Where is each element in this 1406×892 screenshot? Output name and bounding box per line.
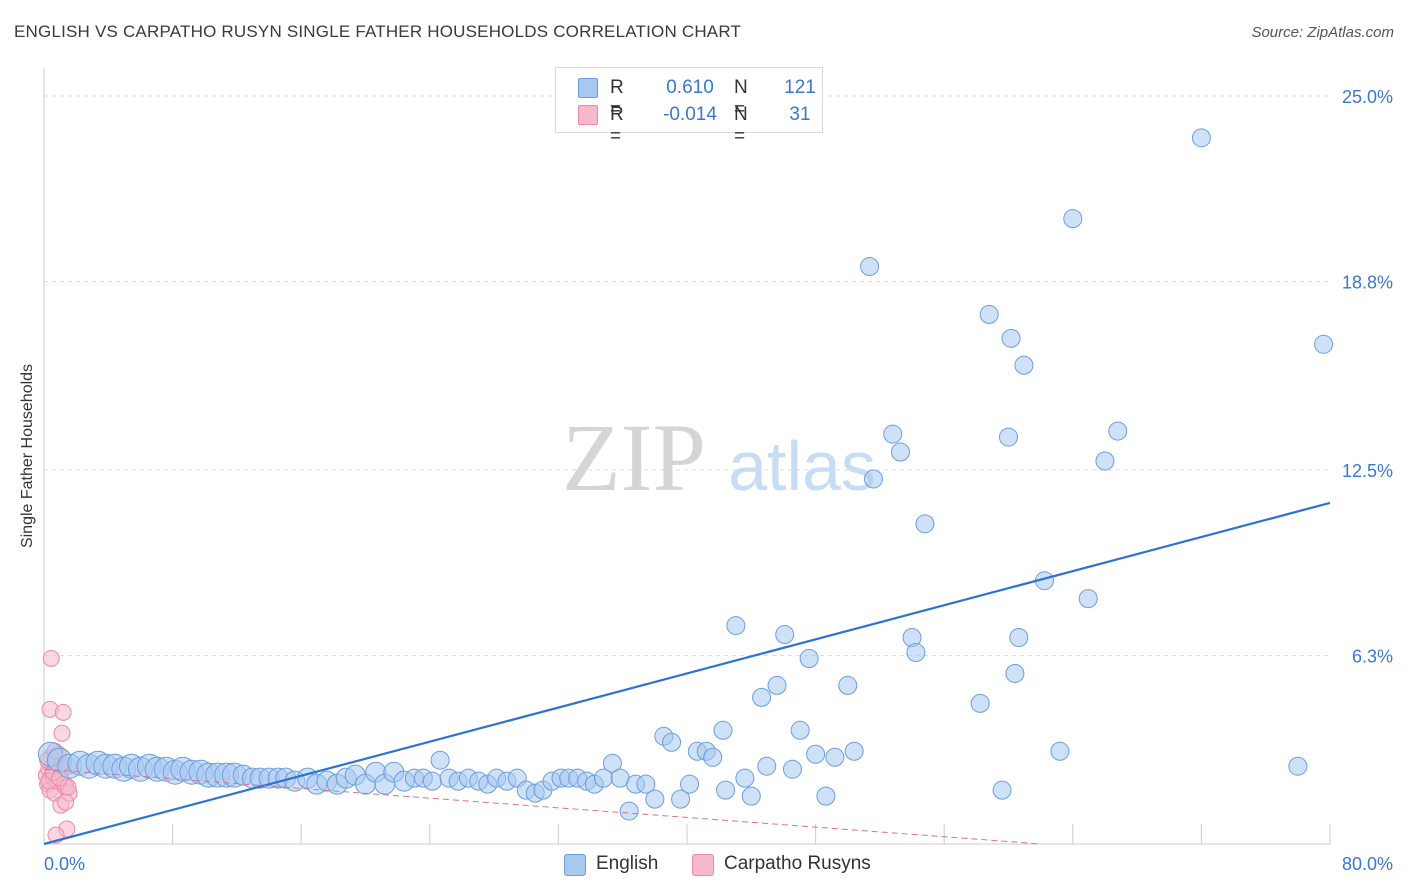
english-point (1014, 355, 1034, 375)
english-points (37, 128, 1334, 821)
carpatho-point (42, 649, 60, 667)
english-point (662, 732, 682, 752)
carpatho-n-label: N = (734, 104, 748, 147)
legend-carpatho-swatch (692, 854, 714, 876)
english-point (782, 759, 802, 779)
english-point (1108, 421, 1128, 441)
english-point (863, 469, 883, 489)
legend-english-swatch (564, 854, 586, 876)
english-point (703, 747, 723, 767)
english-point (741, 786, 761, 806)
carpatho-swatch (578, 105, 598, 125)
stats-box: R = 0.610 N = 121 R = -0.014 N = 31 (555, 67, 823, 147)
english-point (735, 768, 755, 788)
english-point (1005, 663, 1025, 683)
tick-labels: 6.3% 12.5% 18.8% 25.0% 0.0% 80.0% (44, 87, 1393, 874)
x-tick-label-max: 80.0% (1342, 854, 1393, 874)
english-point (752, 687, 772, 707)
english-point (1288, 756, 1308, 776)
english-point (757, 756, 777, 776)
english-point (767, 675, 787, 695)
legend: English Carpatho Rusyns (0, 852, 1406, 878)
y-tick-label: 18.8% (1342, 272, 1393, 292)
watermark-zip: ZIP (562, 404, 706, 511)
english-point (844, 741, 864, 761)
english-point (680, 774, 700, 794)
english-swatch (578, 78, 598, 98)
y-tick-label: 12.5% (1342, 461, 1393, 481)
english-point (799, 648, 819, 668)
english-point (713, 720, 733, 740)
english-point (1063, 209, 1083, 229)
english-point (716, 780, 736, 800)
english-point (999, 427, 1018, 447)
english-point (775, 625, 795, 645)
english-point (825, 747, 845, 767)
english-point (906, 643, 926, 662)
x-tick-label-min: 0.0% (44, 854, 85, 874)
english-point (602, 753, 622, 773)
english-point (790, 720, 810, 740)
trend-lines (43, 501, 1331, 846)
english-point (645, 789, 665, 809)
english-point (1001, 328, 1021, 348)
english-point (1050, 741, 1070, 761)
english-point (890, 442, 910, 462)
english-point (430, 750, 450, 770)
english-point (1009, 628, 1029, 648)
english-point (1191, 128, 1211, 148)
carpatho-point (54, 703, 72, 721)
english-point (1078, 589, 1098, 609)
carpatho-point (57, 793, 75, 811)
english-point (1095, 451, 1115, 471)
y-tick-label: 6.3% (1352, 646, 1393, 666)
english-point (883, 424, 903, 444)
english-point (726, 616, 746, 636)
english-point (979, 304, 999, 324)
english-trend-line (43, 501, 1331, 846)
english-point (860, 257, 880, 277)
english-point (838, 675, 858, 695)
english-n-value: 121 (784, 77, 816, 98)
carpatho-r-label: R = (610, 104, 624, 147)
english-point (970, 693, 990, 713)
english-r-label: R = (610, 77, 624, 120)
english-point (1314, 334, 1334, 354)
english-point (671, 789, 691, 809)
chart-title: ENGLISH VS CARPATHO RUSYN SINGLE FATHER … (14, 22, 742, 41)
carpatho-r-value: -0.014 (663, 104, 717, 125)
source-label: Source: ZipAtlas.com (1251, 24, 1394, 41)
english-point (636, 774, 656, 794)
legend-carpatho-label: Carpatho Rusyns (724, 853, 871, 874)
carpatho-point (53, 724, 71, 742)
english-r-value: 0.610 (666, 77, 714, 98)
carpatho-n-value: 31 (789, 104, 811, 125)
legend-english-label: English (596, 853, 659, 874)
carpatho-trend-line (43, 768, 1041, 845)
y-tick-label: 25.0% (1342, 87, 1393, 107)
english-point (806, 744, 826, 764)
english-n-label: N = (734, 77, 748, 120)
english-point (619, 801, 639, 821)
english-point (992, 780, 1012, 800)
english-point (422, 771, 442, 791)
watermark-atlas: atlas (728, 427, 876, 505)
english-point (816, 786, 836, 806)
english-point (915, 514, 935, 534)
